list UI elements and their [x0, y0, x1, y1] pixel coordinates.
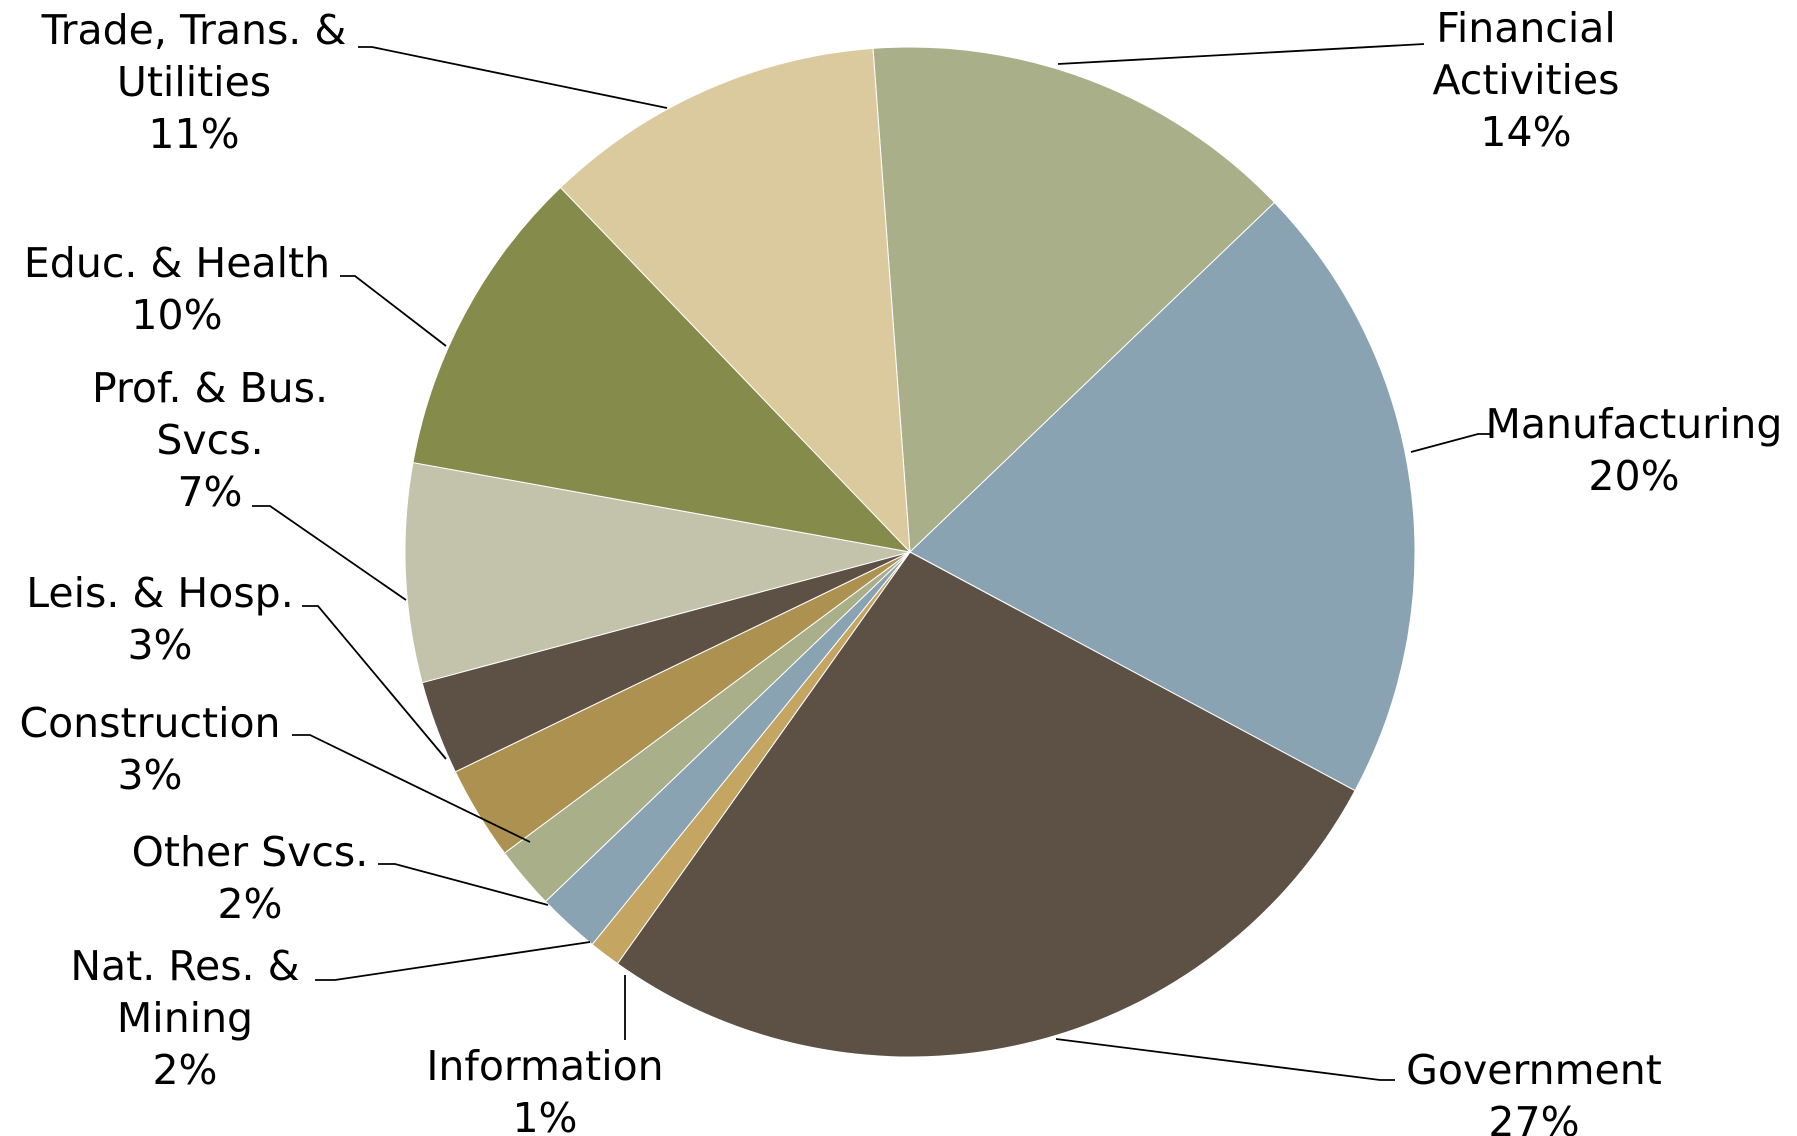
- percent-label: 11%: [148, 110, 239, 158]
- pie-slice-educ: [412, 186, 912, 553]
- category-label: Nat. Res. &: [70, 942, 299, 990]
- pie-slice-government: [616, 551, 1356, 1058]
- leader-line-leisure: [302, 605, 447, 760]
- leader-line-other: [378, 863, 549, 906]
- data-label-government: Government 27%: [1406, 1046, 1662, 1136]
- percent-label: 3%: [117, 751, 182, 799]
- category-label: Educ. & Health: [24, 239, 330, 287]
- category-label: Trade, Trans. &: [41, 6, 347, 54]
- category-label: Manufacturing: [1486, 400, 1783, 448]
- percent-label: 20%: [1588, 452, 1679, 500]
- percent-label: 14%: [1480, 108, 1571, 156]
- data-label-other: Other Svcs.2%: [132, 828, 369, 928]
- category-label: Other Svcs.: [132, 828, 369, 876]
- percent-label: 2%: [152, 1046, 217, 1094]
- leader-line-natres: [315, 941, 591, 981]
- category-label: Prof. & Bus.: [92, 364, 328, 412]
- pie-slice-financial: [872, 46, 1276, 554]
- category-label: Activities: [1432, 56, 1619, 104]
- percent-label: 2%: [217, 880, 282, 928]
- leader-line-manufacturing: [1410, 433, 1493, 453]
- category-label: Information: [426, 1042, 663, 1090]
- leader-line-educ: [340, 275, 447, 347]
- data-label-leisure: Leis. & Hosp.3%: [26, 569, 294, 669]
- category-label: Svcs.: [156, 416, 263, 464]
- category-label: Government: [1406, 1046, 1662, 1094]
- data-label-prof: Prof. & Bus.Svcs.7%: [92, 364, 328, 516]
- leaders-layer: [252, 43, 1493, 1081]
- pie-slice-trade: [559, 47, 911, 554]
- pie-slice-prof: [404, 461, 911, 684]
- category-label: Financial: [1436, 4, 1616, 52]
- category-label: Leis. & Hosp.: [26, 569, 294, 617]
- leader-line-prof: [252, 505, 407, 601]
- leader-line-trade: [358, 46, 668, 109]
- category-label: Mining: [117, 994, 253, 1042]
- percent-label: 27%: [1488, 1098, 1579, 1136]
- category-label: Construction: [19, 699, 280, 747]
- leader-line-government: [1055, 1038, 1395, 1081]
- percent-label: 3%: [127, 621, 192, 669]
- category-label: Utilities: [117, 58, 271, 106]
- percent-label: 1%: [512, 1094, 577, 1136]
- pie-slice-manufacturing: [909, 201, 1416, 792]
- leader-line-financial: [1057, 43, 1425, 65]
- percent-label: 7%: [177, 468, 242, 516]
- slices-layer: [404, 46, 1416, 1058]
- percent-label: 10%: [131, 291, 222, 339]
- leader-line-construction: [292, 734, 531, 843]
